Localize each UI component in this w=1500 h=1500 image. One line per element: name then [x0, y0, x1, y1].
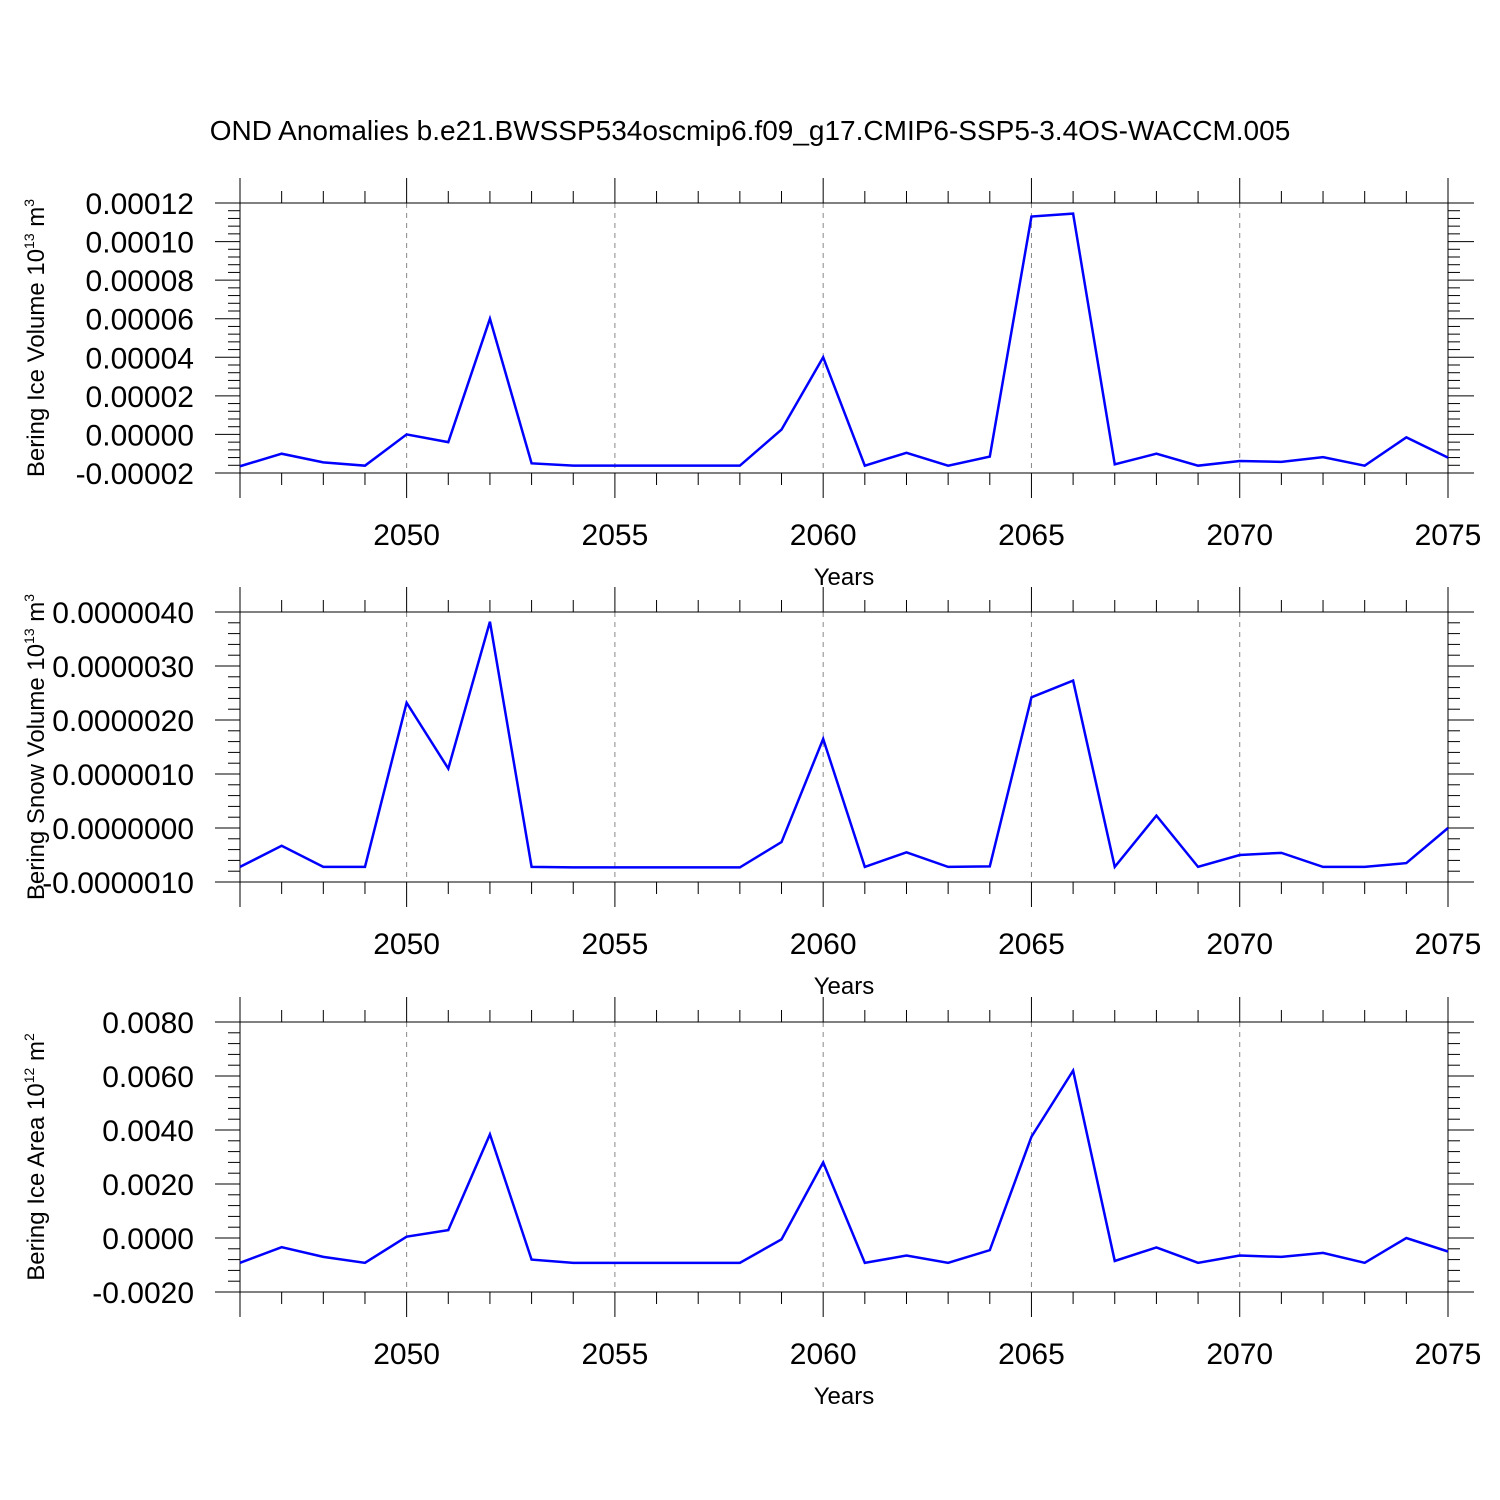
x-tick-label: 2065 — [998, 1338, 1065, 1371]
y-axis-label-exponent: 13 — [21, 628, 37, 644]
y-tick-label: 0.0040 — [102, 1115, 194, 1148]
x-tick-label: 2055 — [582, 519, 649, 552]
y-tick-label: 0.0000030 — [52, 651, 194, 684]
x-tick-label: 2075 — [1415, 928, 1482, 961]
series-line — [239, 621, 1449, 870]
x-tick-label: 2060 — [790, 928, 857, 961]
x-tick-label: 2055 — [582, 928, 649, 961]
chart-panel-3: 2050 2055 2060 2065 2070 2075 -0.0020 0.0000 0.0… — [21, 997, 1481, 1410]
y-tick-label: 0.00008 — [86, 265, 194, 298]
y-axis-label: Bering Ice Volume 1013 m3 — [21, 199, 50, 477]
y-tick-label: 0.0080 — [102, 1007, 194, 1040]
y-tick-label: 0.00000 — [86, 419, 194, 452]
y-tick-label: 0.0020 — [102, 1169, 194, 1202]
y-tick-label: 0.0000 — [102, 1223, 194, 1256]
chart-panel-1: 2050 2055 2060 2065 2070 2075 -0.00002 0.00000 0… — [21, 178, 1481, 591]
y-axis-label-unit: m — [23, 602, 50, 629]
x-tick-label: 2065 — [998, 928, 1065, 961]
x-tick-label: 2065 — [998, 519, 1065, 552]
y-axis-label-exponent: 12 — [21, 1068, 37, 1084]
x-tick-label: 2050 — [373, 519, 440, 552]
x-axis-label: Years — [814, 1383, 875, 1410]
y-tick-label: 0.00002 — [86, 381, 194, 414]
y-axis-label-unit: m — [23, 207, 50, 234]
chart-title: OND Anomalies b.e21.BWSSP534oscmip6.f09_… — [210, 115, 1291, 146]
y-axis-label-unit: m — [23, 1041, 50, 1068]
x-tick-label: 2070 — [1206, 1338, 1273, 1371]
panels: 2050 2055 2060 2065 2070 2075-0.000020.000000… — [21, 178, 1481, 1410]
y-axis-label-text: Bering Snow Volume 10 — [23, 644, 50, 900]
y-axis-label-text: Bering Ice Volume 10 — [23, 249, 50, 477]
x-tick-label: 2070 — [1206, 519, 1273, 552]
y-tick-label: 0.0000020 — [52, 705, 194, 738]
y-tick-label: 0.00004 — [86, 342, 194, 375]
y-tick-label: 0.00006 — [86, 304, 194, 337]
y-axis-label: Bering Snow Volume 1013 m3 — [21, 594, 50, 900]
y-axis-label-unit-exponent: 3 — [21, 594, 37, 602]
y-axis-label-exponent: 13 — [21, 233, 37, 249]
y-axis-label-unit-exponent: 2 — [21, 1033, 37, 1041]
x-axis-label: Years — [814, 973, 875, 1000]
x-tick-label: 2050 — [373, 928, 440, 961]
y-tick-label: 0.0000040 — [52, 597, 194, 630]
x-axis-label: Years — [814, 564, 875, 591]
chart-panel-2: 2050 2055 2060 2065 2070 2075 -0.0000010 0.0000… — [21, 587, 1481, 1000]
y-tick-label: 0.0060 — [102, 1061, 194, 1094]
x-tick-label: 2055 — [582, 1338, 649, 1371]
y-tick-label: 0.0000010 — [52, 759, 194, 792]
x-tick-label: 2075 — [1415, 519, 1482, 552]
y-tick-label: -0.0020 — [92, 1277, 194, 1310]
y-tick-label: -0.00002 — [76, 458, 194, 491]
y-tick-label: 0.00010 — [86, 227, 194, 260]
y-axis-label-unit-exponent: 3 — [21, 199, 37, 207]
x-tick-label: 2050 — [373, 1338, 440, 1371]
y-tick-label: -0.0000010 — [42, 867, 194, 900]
x-tick-label: 2060 — [790, 1338, 857, 1371]
x-tick-label: 2075 — [1415, 1338, 1482, 1371]
series-line — [239, 1067, 1449, 1265]
y-axis-label: Bering Ice Area 1012 m2 — [21, 1033, 50, 1281]
series-line — [239, 212, 1449, 468]
y-tick-label: 0.00012 — [86, 188, 194, 221]
x-tick-label: 2070 — [1206, 928, 1273, 961]
y-axis-label-text: Bering Ice Area 10 — [23, 1083, 50, 1280]
y-tick-label: 0.0000000 — [52, 813, 194, 846]
x-tick-label: 2060 — [790, 519, 857, 552]
